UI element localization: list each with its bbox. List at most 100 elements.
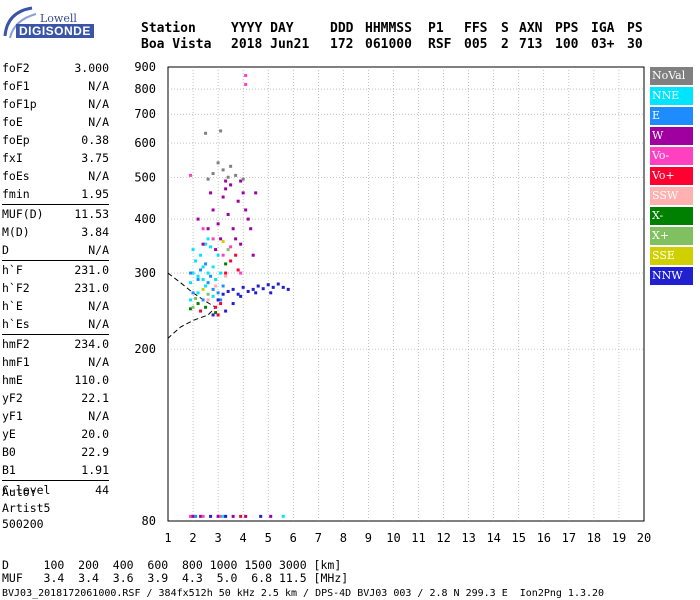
baseline-marker <box>224 514 228 518</box>
point-w <box>226 212 230 216</box>
hdr-ffs-label: FFS <box>464 21 488 36</box>
param-value: 44 <box>95 483 109 497</box>
auto-program: Artist5 <box>2 501 51 515</box>
param-value: 20.0 <box>81 427 109 441</box>
point-nnw <box>266 283 270 287</box>
param-row: h`E N/A <box>2 297 109 315</box>
point-vo- <box>219 302 223 306</box>
hdr-ps-label: PS <box>627 21 643 36</box>
point-e <box>211 287 215 291</box>
point-nne <box>194 259 198 263</box>
point-w <box>244 208 248 212</box>
x-tick-label: 11 <box>411 531 425 545</box>
baseline-marker <box>231 514 235 518</box>
x-tick-label: 19 <box>612 531 626 545</box>
param-name: MUF(D) <box>2 207 44 221</box>
auto-code: 500200 <box>2 517 44 531</box>
point-w <box>209 191 213 195</box>
point-vo- <box>216 313 220 317</box>
param-name: foF2 <box>2 61 30 75</box>
baseline-marker <box>244 514 248 518</box>
point-w <box>239 242 243 246</box>
chart-legend: NoVal NNE E W Vo- Vo+ SSW X- X+ SSE NNW <box>650 67 693 287</box>
point-nnw <box>256 284 260 288</box>
param-value: N/A <box>88 299 109 313</box>
param-value: 11.53 <box>74 207 109 221</box>
legend-item-noval: NoVal <box>650 67 693 85</box>
param-row: foF1 N/A <box>2 77 109 95</box>
param-row: M(D) 3.84 <box>2 223 109 241</box>
point-nnw <box>239 294 243 298</box>
point-nne <box>209 245 213 249</box>
param-value: 1.95 <box>81 187 109 201</box>
point-nnw <box>221 292 225 296</box>
hdr-ddd-value: 172 <box>330 37 354 52</box>
baseline-marker <box>199 514 203 518</box>
param-row: C-level 44 <box>2 481 109 499</box>
point-nne <box>191 271 195 275</box>
point-x- <box>204 305 208 309</box>
hdr-s-label: S <box>501 21 509 36</box>
point-nne <box>201 265 205 269</box>
point-w <box>241 191 245 195</box>
point-nnw <box>254 291 258 295</box>
param-value: 1.91 <box>81 463 109 477</box>
hdr-p1-label: P1 <box>428 21 444 36</box>
legend-item-ssw: SSW <box>650 187 693 205</box>
point-w <box>229 183 233 187</box>
point-w <box>231 227 235 231</box>
point-noval <box>234 173 238 177</box>
param-row: h`F 231.0 <box>2 261 109 279</box>
x-tick-label: 4 <box>240 531 247 545</box>
point-nnw <box>224 309 228 313</box>
param-name: fxI <box>2 151 23 165</box>
hdr-ps-value: 30 <box>627 37 643 52</box>
param-separator <box>2 334 109 335</box>
legend-item-nnw: NNW <box>650 267 693 285</box>
point-vo- <box>236 268 240 272</box>
point-nnw <box>286 287 290 291</box>
baseline-marker <box>216 514 220 518</box>
param-row: fxI 3.75 <box>2 149 109 167</box>
point-x- <box>214 311 218 315</box>
point-ssw <box>214 284 218 288</box>
baseline-marker <box>269 514 273 518</box>
legend-item-x-: X- <box>650 207 693 225</box>
point-vo- <box>239 271 243 275</box>
param-name: h`F2 <box>2 281 30 295</box>
point-w <box>221 195 225 199</box>
point-noval <box>206 177 210 181</box>
param-row: B1 1.91 <box>2 461 109 479</box>
legend-item-w: W <box>650 127 693 145</box>
param-separator <box>2 204 109 205</box>
point-w <box>239 179 243 183</box>
point-vo- <box>221 253 225 257</box>
point-e <box>209 274 213 278</box>
point-e <box>221 284 225 288</box>
point-noval <box>226 175 230 179</box>
hdr-pps-value: 100 <box>555 37 579 52</box>
baseline-marker <box>191 514 195 518</box>
point-noval <box>229 164 233 168</box>
point-e <box>204 262 208 266</box>
point-nnw <box>269 291 273 295</box>
point-nne <box>206 271 210 275</box>
point-nnw <box>231 287 235 291</box>
point-noval <box>241 177 245 181</box>
hdr-axn-value: 713 <box>519 37 543 52</box>
scaled-parameters-panel: foF2 3.000 foF1 N/A foF1p N/A foE N/A foEp 0.38 fx… <box>2 59 109 499</box>
param-name: B0 <box>2 445 16 459</box>
legend-item-x-: X+ <box>650 227 693 245</box>
point-nne <box>189 298 193 302</box>
y-tick-label: 200 <box>134 342 156 356</box>
hdr-station-label: Station <box>141 21 196 36</box>
param-value: 22.1 <box>81 391 109 405</box>
param-name: C-level <box>2 483 51 497</box>
digisonde-logo: Lowell DIGISONDE <box>2 2 122 42</box>
param-row: D N/A <box>2 241 109 259</box>
param-value: N/A <box>88 79 109 93</box>
point-nnw <box>261 287 265 291</box>
point-nne <box>196 274 200 278</box>
baseline-marker <box>221 514 225 518</box>
param-row: yF2 22.1 <box>2 389 109 407</box>
